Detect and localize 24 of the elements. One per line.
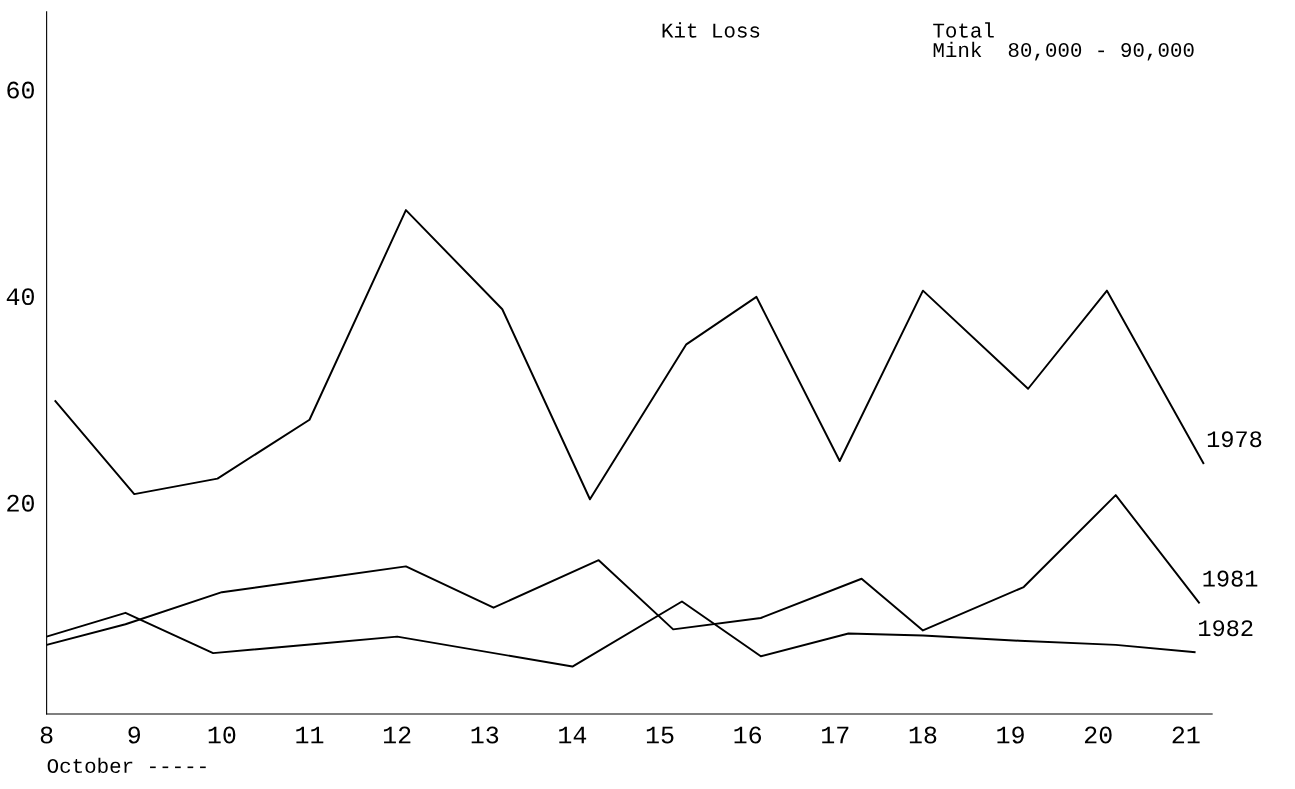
- y-tick-label: 20: [7, 494, 34, 512]
- x-axis-title: October -----: [47, 757, 206, 774]
- x-tick-label: 19: [997, 726, 1024, 744]
- chart-title: Kit Loss: [662, 22, 760, 38]
- x-tick-label: 14: [559, 726, 587, 744]
- x-tick-label: 9: [128, 726, 141, 744]
- y-tick-label: 40: [6, 288, 34, 306]
- x-tick-label: 8: [40, 726, 53, 744]
- series-label: 1978: [1207, 431, 1262, 448]
- x-tick-label: 21: [1172, 726, 1200, 744]
- x-tick-label: 16: [734, 726, 762, 744]
- series-label: 1982: [1199, 620, 1253, 637]
- series-label: 1981: [1203, 570, 1258, 587]
- x-tick-label: 20: [1084, 726, 1112, 744]
- x-tick-label: 11: [296, 726, 324, 744]
- x-tick-label: 13: [471, 726, 499, 744]
- x-tick-label: 12: [383, 726, 411, 744]
- y-tick-label: 60: [7, 81, 34, 99]
- x-tick-label: 15: [646, 726, 674, 744]
- annotation: Total Mink 80,000 - 90,000: [933, 22, 1194, 61]
- x-tick-label: 17: [822, 726, 849, 744]
- x-tick-label: 10: [208, 726, 236, 744]
- line-series: [54, 209, 1205, 501]
- x-tick-label: 18: [909, 726, 937, 744]
